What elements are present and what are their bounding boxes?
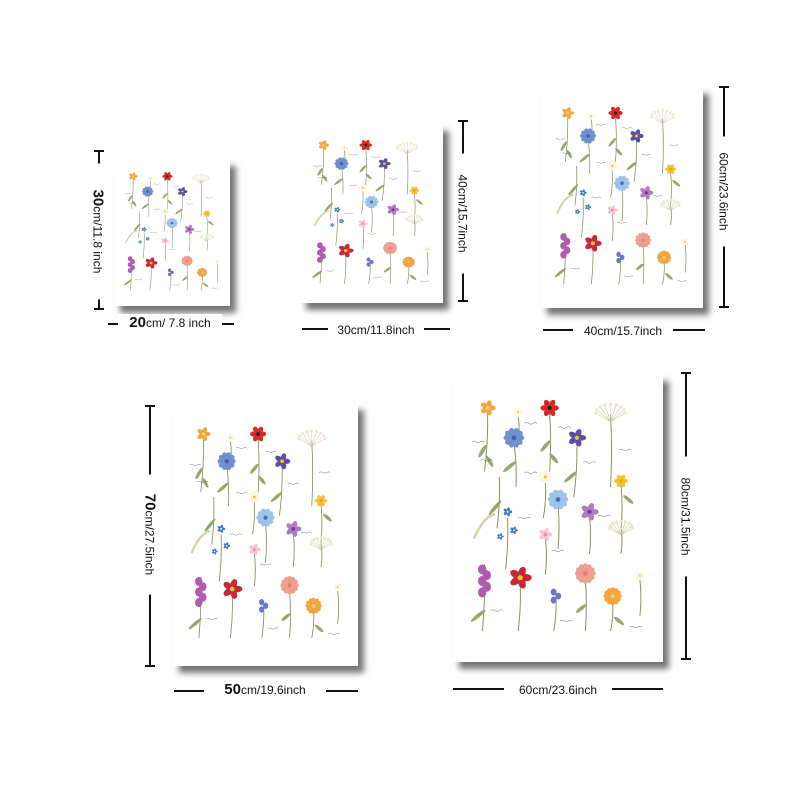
height-dimension-tick-bottom xyxy=(719,306,729,308)
width-label: 50cm/19.6inch xyxy=(204,681,326,698)
botanical-print xyxy=(470,399,645,632)
botanical-print xyxy=(123,172,220,291)
height-label: 70cm/27.5inch xyxy=(141,474,159,595)
height-unit: 60cm/23.6inch xyxy=(716,152,731,231)
botanical-print xyxy=(312,140,431,284)
height-dimension-tick-top xyxy=(681,372,691,374)
height-unit: 80cm/31.5inch xyxy=(678,477,693,556)
poster-50x70 xyxy=(173,403,358,666)
botanical-print xyxy=(554,106,689,285)
width-label: 20cm/ 7.8 inch xyxy=(118,314,222,331)
height-dimension-tick-bottom xyxy=(458,300,468,302)
height-dimension-tick-top xyxy=(719,86,729,88)
height-label: 30cm/11.8 inch xyxy=(89,163,107,300)
width-unit: cm/19.6inch xyxy=(240,683,306,697)
width-label: 60cm/23.6inch xyxy=(504,681,612,698)
poster-60x80 xyxy=(453,374,663,662)
height-dimension-tick-top xyxy=(458,120,468,122)
height-label: 60cm/23.6inch xyxy=(715,136,733,247)
height-dimension-tick-top xyxy=(145,405,155,407)
width-value: 50 xyxy=(224,681,241,698)
poster-30x40 xyxy=(300,124,443,303)
height-unit: cm/11.8 inch xyxy=(90,206,105,274)
height-label: 80cm/31.5inch xyxy=(677,456,695,577)
height-unit: cm/27.5inch xyxy=(142,510,157,576)
width-unit: cm/ 7.8 inch xyxy=(145,316,211,330)
height-dimension-tick-bottom xyxy=(94,308,104,310)
width-unit: 30cm/11.8inch xyxy=(337,323,415,337)
height-value: 70 xyxy=(141,493,159,511)
poster-20x30 xyxy=(114,159,230,306)
height-label: 40cm/15.7inch xyxy=(454,153,472,274)
botanical-print xyxy=(188,426,342,638)
width-label: 30cm/11.8inch xyxy=(328,321,424,338)
width-label: 40cm/15.7inch xyxy=(573,322,673,339)
height-dimension-tick-bottom xyxy=(145,665,155,667)
height-unit: 40cm/15.7inch xyxy=(455,174,470,253)
width-value: 20 xyxy=(129,314,146,331)
height-value: 30 xyxy=(89,189,107,207)
height-dimension-tick-bottom xyxy=(681,658,691,660)
poster-40x60 xyxy=(541,87,703,308)
width-unit: 40cm/15.7inch xyxy=(583,324,663,338)
height-dimension-tick-top xyxy=(94,150,104,152)
width-unit: 60cm/23.6inch xyxy=(518,683,598,697)
